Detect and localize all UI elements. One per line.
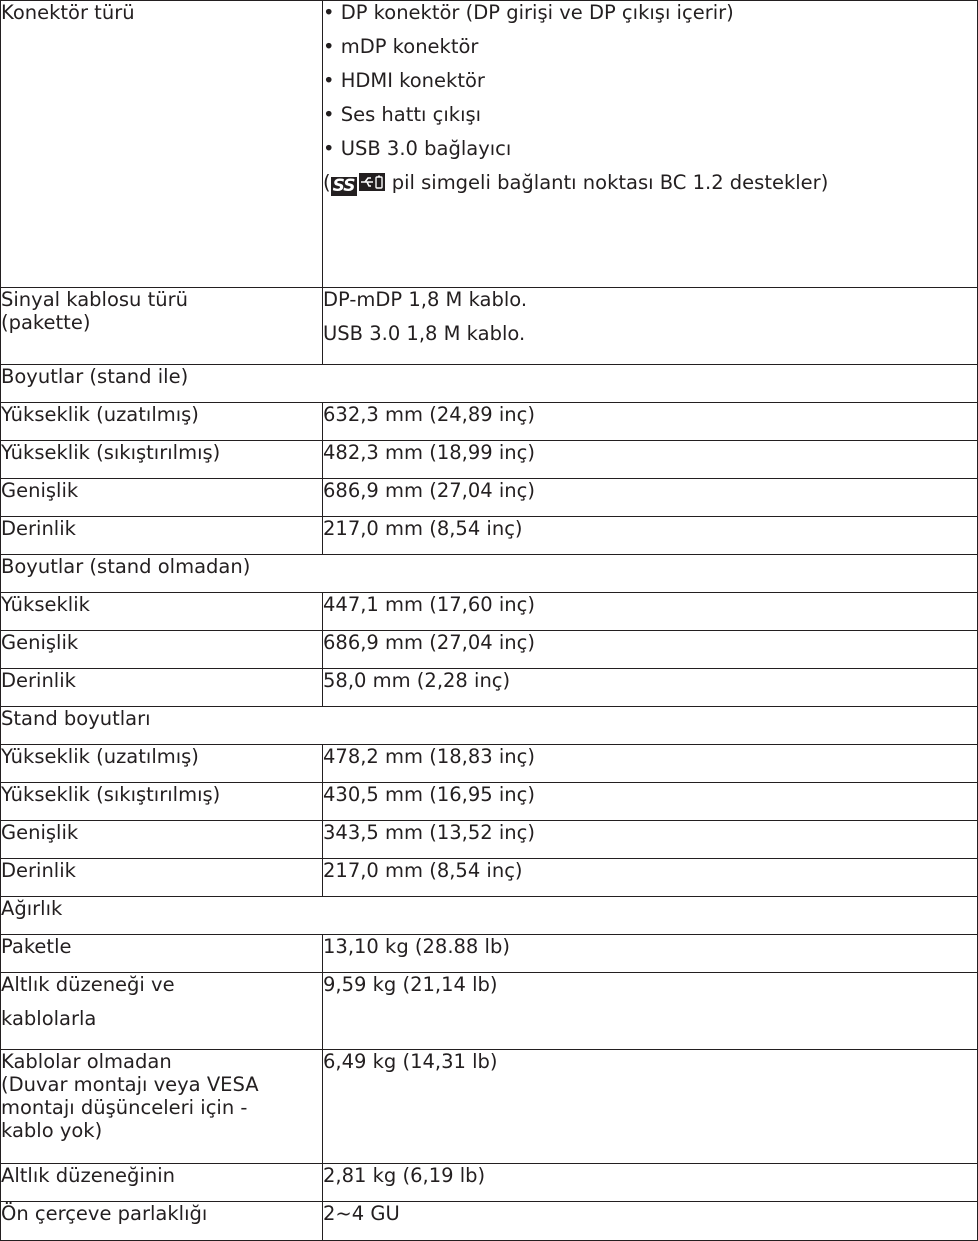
cable-value-dp: DP-mDP 1,8 M kablo. [323,288,528,311]
table-row: Yükseklik (sıkıştırılmış) 430,5 mm (16,9… [0,782,978,821]
table-row: Derinlik 58,0 mm (2,28 inç) [0,668,978,707]
connector-item-dp: • DP konektör (DP girişi ve DP çıkışı iç… [323,1,734,24]
table-row: Derinlik 217,0 mm (8,54 inç) [0,516,978,555]
usb-battery-icon [358,173,385,191]
table-row: Altlık düzeneğinin 2,81 kg (6,19 lb) [0,1163,978,1202]
section-weight: Ağırlık [0,896,978,935]
table-row: Genişlik 343,5 mm (13,52 inç) [0,820,978,859]
table-row: Genişlik 686,9 mm (27,04 inç) [0,478,978,517]
bezel-value: 2~4 GU [322,1201,978,1241]
connector-item-hdmi: • HDMI konektör [323,69,485,92]
section-title: Boyutlar (stand olmadan) [0,554,978,593]
table-row: Yükseklik (uzatılmış) 478,2 mm (18,83 in… [0,744,978,783]
connector-note-open: ( [323,171,331,194]
table-row: Kablolar olmadan (Duvar montajı veya VES… [0,1049,978,1164]
connector-note-text: pil simgeli bağlantı noktası BC 1.2 dest… [385,171,829,194]
connector-note: (SS pil simgeli bağlantı noktası BC 1.2 … [323,171,977,205]
weight-stand-cables-label: Altlık düzeneği ve kablolarla [0,972,323,1050]
section-title: Stand boyutları [0,706,978,745]
cable-values: DP-mDP 1,8 M kablo. USB 3.0 1,8 M kablo. [322,287,978,365]
table-row: Yükseklik (sıkıştırılmış) 482,3 mm (18,9… [0,440,978,479]
bezel-row: Ön çerçeve parlaklığı 2~4 GU [0,1201,978,1241]
section-stand-dim: Stand boyutları [0,706,978,745]
section-dim-with-stand: Boyutlar (stand ile) [0,364,978,403]
section-title: Ağırlık [0,896,978,935]
table-row: Genişlik 686,9 mm (27,04 inç) [0,630,978,669]
table-row: Paketle 13,10 kg (28.88 lb) [0,934,978,973]
weight-no-cables-label: Kablolar olmadan (Duvar montajı veya VES… [0,1049,323,1164]
connector-row: Konektör türü • DP konektör (DP girişi v… [0,0,978,288]
superspeed-logo: SS [330,176,357,196]
cable-label: Sinyal kablosu türü (pakette) [0,287,323,365]
section-dim-without-stand: Boyutlar (stand olmadan) [0,554,978,593]
table-row: Yükseklik (uzatılmış) 632,3 mm (24,89 in… [0,402,978,441]
cable-value-usb: USB 3.0 1,8 M kablo. [323,322,526,345]
table-row: Altlık düzeneği ve kablolarla 9,59 kg (2… [0,972,978,1050]
connector-item-audio: • Ses hattı çıkışı [323,103,482,126]
section-title: Boyutlar (stand ile) [0,364,978,403]
connector-values: • DP konektör (DP girişi ve DP çıkışı iç… [322,0,978,288]
connector-label: Konektör türü [0,0,323,288]
connector-item-usb: • USB 3.0 bağlayıcı [323,137,512,160]
table-row: Yükseklik 447,1 mm (17,60 inç) [0,592,978,631]
cable-row: Sinyal kablosu türü (pakette) DP-mDP 1,8… [0,287,978,365]
bezel-label: Ön çerçeve parlaklığı [0,1201,323,1241]
connector-item-mdp: • mDP konektör [323,35,479,58]
table-row: Derinlik 217,0 mm (8,54 inç) [0,858,978,897]
